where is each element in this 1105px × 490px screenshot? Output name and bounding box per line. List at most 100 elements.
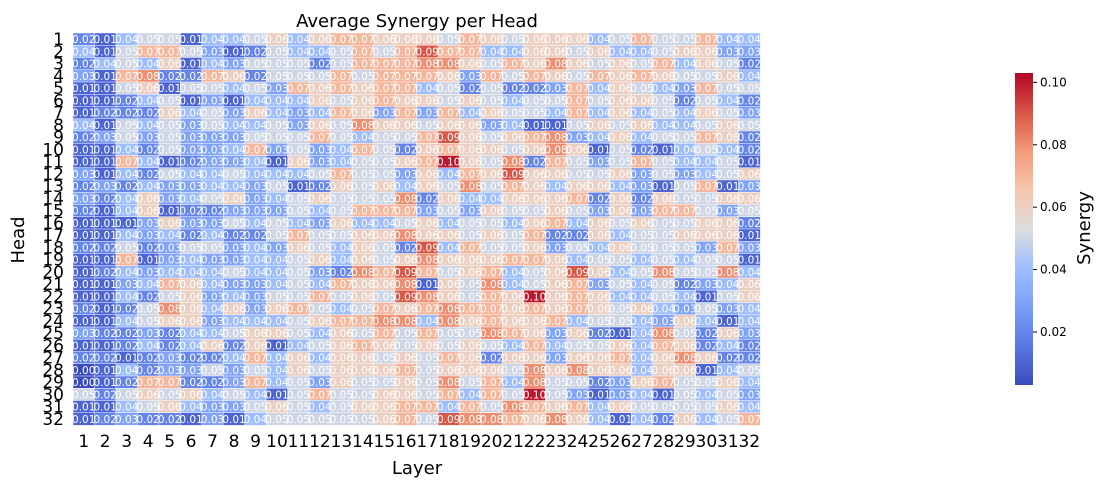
heatmap-cell-label: 0.05 (265, 218, 288, 230)
heatmap-cell-label: 0.03 (652, 316, 675, 328)
heatmap-cell-label: 0.02 (179, 206, 202, 218)
heatmap-cell-label: 0.05 (716, 291, 739, 303)
heatmap-cell-label: 0.04 (265, 95, 289, 107)
heatmap-cell-label: 0.02 (523, 157, 546, 169)
heatmap-cell-label: 0.03 (179, 218, 202, 230)
heatmap-cell-label: 0.07 (244, 377, 267, 389)
heatmap-cell-label: 0.06 (609, 132, 633, 144)
heatmap-cell-label: 0.03 (222, 255, 245, 267)
heatmap-cell-label: 0.05 (158, 34, 181, 46)
heatmap-cell-label: 0.01 (265, 340, 288, 352)
x-tick-label: 30 (696, 432, 718, 452)
heatmap-cell-label: 0.04 (738, 402, 762, 414)
heatmap-cell-label: 0.03 (566, 132, 589, 144)
heatmap-cell-label: 0.01 (179, 414, 202, 426)
heatmap-cell-label: 0.04 (501, 279, 525, 291)
heatmap-cell-label: 0.03 (136, 218, 159, 230)
heatmap-cell-label: 0.02 (179, 157, 202, 169)
heatmap-cell-label: 0.05 (652, 34, 675, 46)
heatmap-cell-label: 0.04 (587, 132, 611, 144)
heatmap-cell-label: 0.05 (501, 230, 524, 242)
heatmap-cell-label: 0.04 (673, 108, 697, 120)
heatmap-cell-label: 0.04 (222, 291, 246, 303)
heatmap-cell-label: 0.01 (94, 206, 117, 218)
heatmap-cell-label: 0.07 (566, 304, 589, 316)
heatmap-cell-label: 0.06 (287, 157, 311, 169)
heatmap-cell-label: 0.05 (587, 95, 610, 107)
heatmap-cell-label: 0.07 (458, 304, 481, 316)
heatmap-cell-label: 0.06 (373, 365, 397, 377)
heatmap-cell-label: 0.03 (373, 108, 396, 120)
heatmap-cell-label: 0.06 (501, 193, 525, 205)
heatmap-cell-label: 0.07 (351, 46, 374, 58)
heatmap-cell-label: 0.04 (566, 316, 590, 328)
heatmap-cell-label: 0.06 (566, 34, 590, 46)
heatmap-cell-label: 0.08 (501, 402, 524, 414)
heatmap-cell-label: 0.07 (244, 353, 267, 365)
heatmap-cell-label: 0.04 (244, 267, 268, 279)
heatmap-cell-label: 0.02 (716, 353, 739, 365)
heatmap-cell-label: 0.03 (222, 377, 245, 389)
heatmap-cell-label: 0.04 (630, 279, 654, 291)
heatmap-cell-label: 0.05 (523, 95, 546, 107)
heatmap-cell-label: 0.07 (351, 59, 374, 71)
heatmap-cell-label: 0.01 (136, 255, 159, 267)
heatmap-cell-label: 0.07 (458, 169, 481, 181)
heatmap-cell-label: 0.04 (265, 377, 289, 389)
heatmap-cell-label: 0.07 (695, 132, 718, 144)
heatmap-cell-label: 0.03 (72, 169, 95, 181)
heatmap-cell-label: 0.03 (738, 328, 761, 340)
heatmap-cell-label: 0.05 (501, 71, 524, 83)
heatmap-cell-label: 0.04 (244, 218, 268, 230)
heatmap-cell-label: 0.05 (287, 328, 310, 340)
heatmap-cell-label: 0.04 (695, 316, 719, 328)
heatmap-cell-label: 0.04 (201, 267, 225, 279)
heatmap-cell-label: 0.05 (630, 59, 653, 71)
heatmap-cell-label: 0.04 (609, 291, 633, 303)
heatmap-cell-label: 0.07 (566, 291, 589, 303)
heatmap-cell-label: 0.06 (416, 169, 440, 181)
heatmap-cell-label: 0.02 (501, 83, 524, 95)
heatmap-cell-label: 0.01 (72, 316, 95, 328)
heatmap-cell-label: 0.01 (179, 34, 202, 46)
heatmap-cell-label: 0.06 (351, 108, 375, 120)
heatmap-cell-label: 0.07 (115, 255, 138, 267)
heatmap-cell-label: 0.06 (587, 267, 611, 279)
heatmap-cell-label: 0.04 (179, 328, 203, 340)
heatmap-cell-label: 0.06 (609, 365, 633, 377)
heatmap-cell-label: 0.04 (115, 144, 139, 156)
heatmap-cell-label: 0.05 (394, 340, 417, 352)
heatmap-cell-label: 0.06 (587, 365, 611, 377)
heatmap-cell-label: 0.07 (566, 95, 589, 107)
heatmap-cell-label: 0.05 (673, 71, 696, 83)
heatmap-cell-label: 0.02 (738, 218, 761, 230)
heatmap-cell-label: 0.03 (673, 169, 696, 181)
heatmap-cell-label: 0.02 (308, 59, 331, 71)
heatmap-cell-label: 0.06 (609, 340, 633, 352)
heatmap-cell-label: 0.04 (136, 181, 160, 193)
heatmap-cell-label: 0.03 (115, 414, 138, 426)
heatmap-cell-label: 0.05 (115, 389, 138, 401)
heatmap-cell-label: 0.05 (609, 316, 632, 328)
heatmap-cell-label: 0.05 (115, 46, 138, 58)
heatmap-cell-label: 0.05 (115, 132, 138, 144)
heatmap-cell-label: 0.03 (416, 206, 439, 218)
heatmap-cell-label: 0.06 (609, 59, 633, 71)
heatmap-cell-label: 0.05 (673, 242, 696, 254)
heatmap-cell-label: 0.08 (652, 328, 675, 340)
heatmap-cell-label: 0.06 (308, 255, 332, 267)
heatmap-cell-label: 0.06 (523, 144, 547, 156)
heatmap-cell-label: 0.07 (480, 267, 503, 279)
heatmap-cell-label: 0.07 (351, 340, 374, 352)
heatmap-cell-label: 0.05 (373, 193, 396, 205)
heatmap-cell-label: 0.07 (308, 291, 331, 303)
heatmap-cell-label: 0.05 (308, 230, 331, 242)
heatmap-cell-label: 0.09 (566, 267, 589, 279)
heatmap-cell-label: 0.01 (72, 414, 95, 426)
heatmap-cell-label: 0.08 (136, 71, 159, 83)
heatmap-cell-label: 0.05 (609, 279, 632, 291)
heatmap-cell-label: 0.04 (587, 108, 611, 120)
heatmap-cell-label: 0.05 (480, 95, 503, 107)
heatmap-cell-label: 0.02 (222, 340, 245, 352)
heatmap-cell-label: 0.02 (115, 95, 138, 107)
